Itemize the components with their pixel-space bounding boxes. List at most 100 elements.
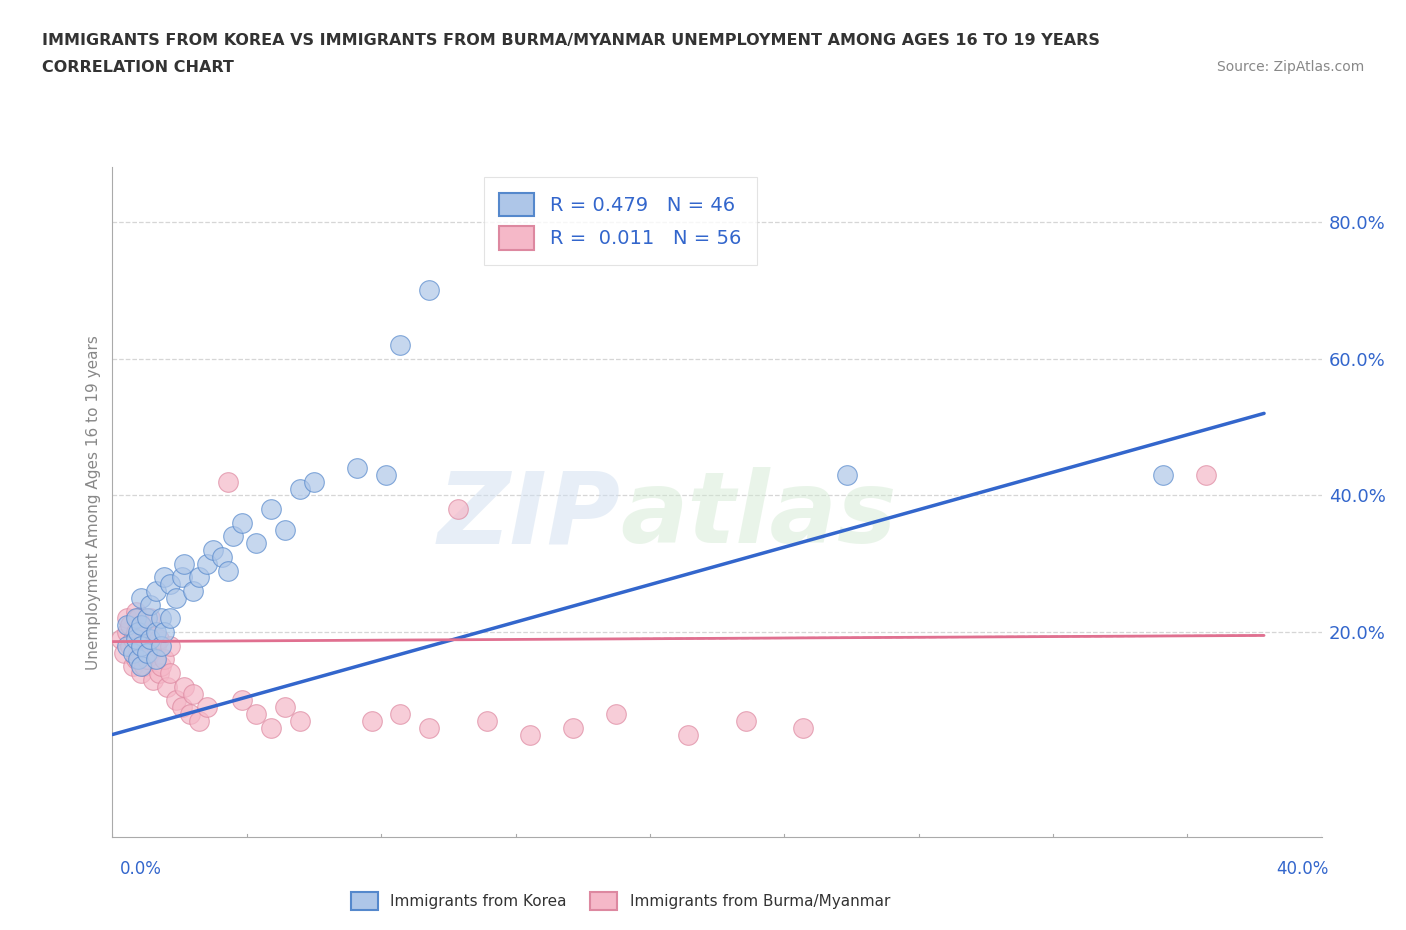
- Point: [197, 556, 219, 571]
- Point: [110, 631, 132, 646]
- Point: [159, 638, 181, 653]
- Point: [156, 679, 179, 694]
- Point: [389, 707, 412, 722]
- Point: [288, 481, 311, 496]
- Point: [129, 638, 152, 653]
- Point: [134, 631, 156, 646]
- Point: [260, 720, 283, 735]
- Point: [150, 638, 173, 653]
- Point: [124, 625, 146, 640]
- Point: [187, 570, 209, 585]
- Point: [129, 618, 152, 632]
- Point: [605, 707, 627, 722]
- Point: [260, 501, 283, 516]
- Point: [181, 686, 204, 701]
- Point: [245, 536, 267, 551]
- Point: [142, 672, 165, 687]
- Point: [222, 529, 245, 544]
- Point: [118, 638, 141, 653]
- Point: [139, 645, 162, 660]
- Text: 40.0%: 40.0%: [1277, 860, 1329, 878]
- Text: CORRELATION CHART: CORRELATION CHART: [42, 60, 233, 75]
- Y-axis label: Unemployment Among Ages 16 to 19 years: Unemployment Among Ages 16 to 19 years: [86, 335, 101, 670]
- Point: [1152, 468, 1174, 483]
- Point: [115, 618, 138, 632]
- Point: [274, 522, 297, 537]
- Point: [129, 638, 152, 653]
- Point: [181, 584, 204, 599]
- Point: [139, 611, 162, 626]
- Point: [1195, 468, 1218, 483]
- Point: [173, 556, 195, 571]
- Point: [124, 604, 146, 619]
- Point: [360, 713, 382, 728]
- Point: [159, 666, 181, 681]
- Point: [734, 713, 756, 728]
- Point: [159, 577, 181, 591]
- Point: [231, 693, 253, 708]
- Point: [375, 468, 398, 483]
- Point: [127, 625, 149, 640]
- Point: [148, 666, 170, 681]
- Point: [121, 658, 143, 673]
- Point: [519, 727, 541, 742]
- Point: [145, 584, 167, 599]
- Point: [129, 658, 152, 673]
- Point: [136, 625, 159, 640]
- Point: [835, 468, 858, 483]
- Point: [153, 625, 176, 640]
- Point: [187, 713, 209, 728]
- Point: [170, 570, 193, 585]
- Point: [475, 713, 498, 728]
- Point: [202, 542, 225, 557]
- Text: 0.0%: 0.0%: [120, 860, 162, 878]
- Point: [418, 720, 440, 735]
- Point: [153, 652, 176, 667]
- Point: [129, 666, 152, 681]
- Point: [217, 474, 239, 489]
- Point: [150, 611, 173, 626]
- Point: [159, 611, 181, 626]
- Point: [197, 699, 219, 714]
- Point: [145, 625, 167, 640]
- Point: [145, 652, 167, 667]
- Point: [115, 625, 138, 640]
- Point: [245, 707, 267, 722]
- Point: [136, 652, 159, 667]
- Point: [139, 631, 162, 646]
- Text: IMMIGRANTS FROM KOREA VS IMMIGRANTS FROM BURMA/MYANMAR UNEMPLOYMENT AMONG AGES 1: IMMIGRANTS FROM KOREA VS IMMIGRANTS FROM…: [42, 33, 1099, 47]
- Point: [139, 597, 162, 612]
- Point: [127, 645, 149, 660]
- Point: [302, 474, 325, 489]
- Point: [170, 699, 193, 714]
- Point: [136, 645, 159, 660]
- Point: [211, 550, 233, 565]
- Point: [118, 618, 141, 632]
- Point: [447, 501, 470, 516]
- Point: [124, 631, 146, 646]
- Point: [562, 720, 585, 735]
- Point: [129, 618, 152, 632]
- Point: [179, 707, 201, 722]
- Legend: Immigrants from Korea, Immigrants from Burma/Myanmar: Immigrants from Korea, Immigrants from B…: [344, 885, 896, 916]
- Point: [127, 652, 149, 667]
- Point: [127, 611, 149, 626]
- Point: [165, 693, 187, 708]
- Point: [115, 638, 138, 653]
- Text: ZIP: ZIP: [437, 467, 620, 565]
- Point: [274, 699, 297, 714]
- Point: [153, 570, 176, 585]
- Point: [136, 611, 159, 626]
- Point: [173, 679, 195, 694]
- Point: [150, 658, 173, 673]
- Point: [148, 631, 170, 646]
- Point: [124, 611, 146, 626]
- Point: [678, 727, 700, 742]
- Point: [389, 338, 412, 352]
- Point: [288, 713, 311, 728]
- Point: [112, 645, 135, 660]
- Point: [129, 591, 152, 605]
- Point: [145, 638, 167, 653]
- Point: [121, 631, 143, 646]
- Point: [115, 611, 138, 626]
